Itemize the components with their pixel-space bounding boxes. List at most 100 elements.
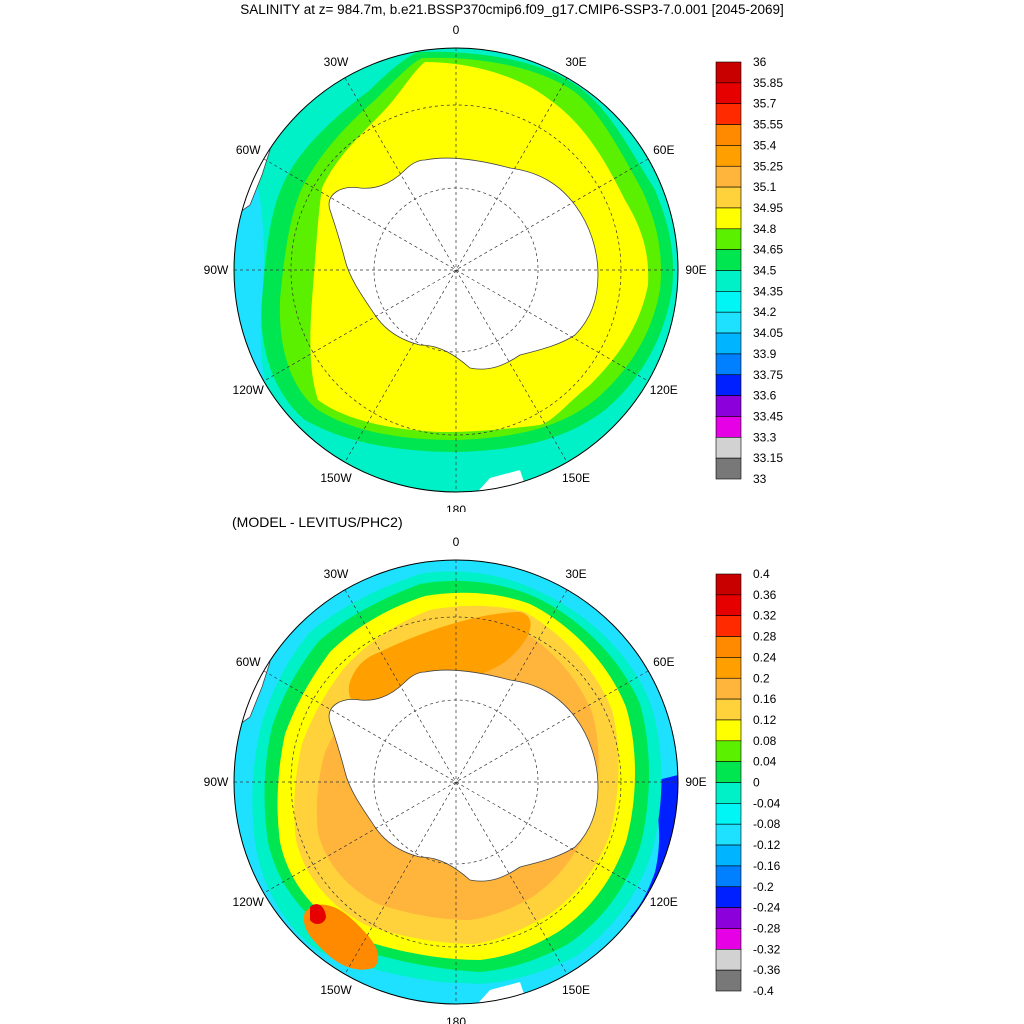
colorbar-swatch [715,761,742,783]
colorbar-swatch [715,573,742,596]
colorbar-tick-label: 35.55 [753,118,783,132]
colorbar-tick-label: 33.6 [753,389,777,403]
colorbar-swatch [715,291,742,313]
colorbar-swatch [715,636,742,658]
longitude-label: 150W [320,471,352,485]
colorbar-swatch [715,907,742,929]
colorbar-swatch [715,436,742,459]
colorbar-swatch [715,165,742,188]
longitude-label: 60E [653,143,674,157]
colorbar-tick-label: 33.75 [753,368,783,382]
colorbar-tick-label: -0.12 [753,838,781,852]
colorbar-tick-label: 33 [753,472,767,486]
colorbar-swatch [715,249,742,271]
longitude-label: 120E [650,383,678,397]
colorbar-swatch [715,395,742,417]
figure-title: SALINITY at z= 984.7m, b.e21.BSSP370cmip… [240,2,784,17]
colorbar-swatch [715,865,742,888]
colorbar-swatch [715,719,742,742]
longitude-label: 60W [236,655,261,669]
colorbar-swatch [715,844,742,867]
colorbar-swatch [715,594,742,616]
colorbar-tick-label: -0.4 [753,984,774,998]
colorbar-swatch [715,207,742,230]
colorbar-tick-label: 33.45 [753,409,783,423]
colorbar-tick-label: 34.05 [753,326,783,340]
longitude-label: 60E [653,655,674,669]
colorbar-tick-label: -0.36 [753,963,781,977]
colorbar-tick-label: 0 [753,776,760,790]
colorbar-swatch [715,145,742,167]
longitude-label: 120W [233,895,265,909]
colorbar-swatch [715,103,742,125]
longitude-label: 90E [685,263,706,277]
colorbar-swatch [715,228,742,250]
colorbar-tick-label: -0.24 [753,901,781,915]
colorbar-tick-label: 34.65 [753,243,783,257]
longitude-label: 30W [324,567,349,581]
colorbar-tick-label: 0.4 [753,567,770,581]
salinity-map-panel: 0 30E 60E 90E 120E 150E 180 150W 120W 90W 60W 30W 3… [204,23,784,512]
longitude-label: 180 [446,503,466,512]
colorbar-swatch [715,311,742,334]
colorbar-swatch [715,332,742,355]
longitude-label: 60W [236,143,261,157]
longitude-label: 150W [320,983,352,997]
longitude-labels: 0 30E 60E 90E 120E 150E 180 150W 120W 90W 60W 30W [204,535,707,1024]
difference-colorbar: 0.4 0.36 0.32 0.28 0.24 0.2 0.16 0.12 0.08 0.04 0 -… [715,567,781,998]
colorbar-tick-label: 35.25 [753,159,783,173]
colorbar-tick-label: 0.28 [753,630,777,644]
colorbar-swatch [715,740,742,762]
diff-band-0-36 [310,904,326,924]
longitude-label: 0 [453,535,460,549]
longitude-label: 30E [565,55,586,69]
colorbar-swatch [715,82,742,104]
longitude-labels: 0 30E 60E 90E 120E 150E 180 150W 120W 90W 60W 30W [204,23,707,512]
colorbar-swatch [715,416,742,438]
longitude-label: 150E [562,983,590,997]
longitude-label: 0 [453,23,460,37]
missing-data-patch [470,982,530,1004]
colorbar-tick-label: 33.15 [753,451,783,465]
colorbar-tick-label: 34.35 [753,284,783,298]
colorbar-tick-label: -0.16 [753,859,781,873]
colorbar-tick-label: -0.32 [753,942,781,956]
colorbar-tick-label: 35.1 [753,180,777,194]
colorbar-tick-label: 0.08 [753,734,777,748]
colorbar-swatch [715,803,742,825]
colorbar-swatch [715,457,742,480]
colorbar-swatch [715,61,742,84]
graticule [234,560,678,1004]
difference-map: 0 30E 60E 90E 120E 150E 180 150W 120W 90W 60W 30W 0… [204,535,781,1024]
colorbar-tick-label: 33.3 [753,430,777,444]
diff-band-0-2 [348,612,531,708]
map-boundary [233,559,679,1005]
salinity-map: 0 30E 60E 90E 120E 150E 180 150W 120W 90W 60W 30W 3… [204,23,784,512]
colorbar-swatch [715,782,742,804]
colorbar-tick-label: -0.04 [753,796,781,810]
colorbar-tick-label: -0.28 [753,921,781,935]
antarctica-landmass [328,669,599,882]
antarctica-landmass [328,157,599,370]
map-boundary [233,47,679,493]
longitude-label: 180 [446,1015,466,1024]
longitude-label: 30W [324,55,349,69]
colorbar-swatch [715,948,742,971]
colorbar-tick-label: 0.2 [753,671,770,685]
colorbar-tick-label: 35.85 [753,76,783,90]
colorbar-tick-label: 0.04 [753,755,777,769]
colorbar-tick-label: 34.8 [753,222,777,236]
salinity-colorbar: 36 35.85 35.7 35.55 35.4 35.25 35.1 34.95 34.8 34… [715,55,783,486]
colorbar-swatch [715,698,742,721]
colorbar-swatch [715,657,742,679]
colorbar-tick-label: 33.9 [753,347,777,361]
colorbar-tick-label: 35.4 [753,138,777,152]
colorbar-tick-label: 0.32 [753,609,777,623]
difference-map-panel: 0 30E 60E 90E 120E 150E 180 150W 120W 90W 60W 30W 0… [0,512,1024,1024]
longitude-label: 120E [650,895,678,909]
colorbar-tick-label: 34.2 [753,305,777,319]
colorbar-swatch [715,886,742,908]
colorbar-swatch [715,353,742,376]
colorbar-swatch [715,677,742,700]
colorbar-tick-label: 0.12 [753,713,777,727]
